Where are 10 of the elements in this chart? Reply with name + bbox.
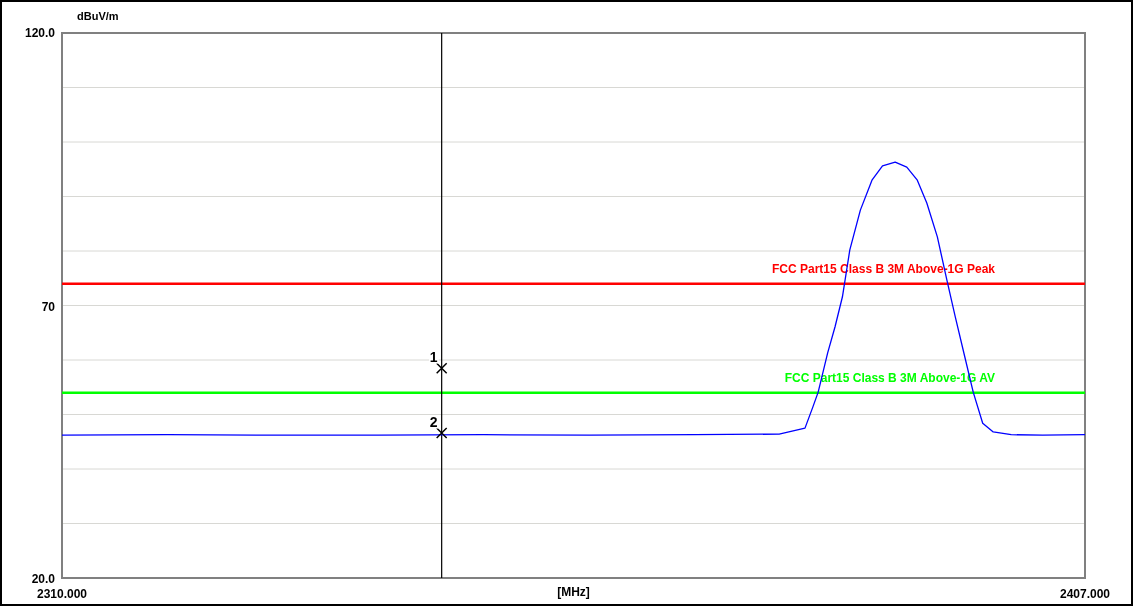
- line-series: [61, 161, 1086, 436]
- y-tick-label: 70: [41, 299, 56, 314]
- y-axis-title: dBuV/m: [77, 10, 119, 22]
- x-axis-title: [MHz]: [557, 585, 590, 599]
- x-tick-label: 2310.000: [36, 587, 88, 601]
- annotation: 1: [429, 349, 438, 366]
- y-tick-label: 20.0: [31, 572, 56, 586]
- y-tick-label: 120.0: [24, 26, 56, 40]
- x-tick-label: 2407.000: [1059, 587, 1111, 601]
- annotation: 2: [429, 414, 438, 431]
